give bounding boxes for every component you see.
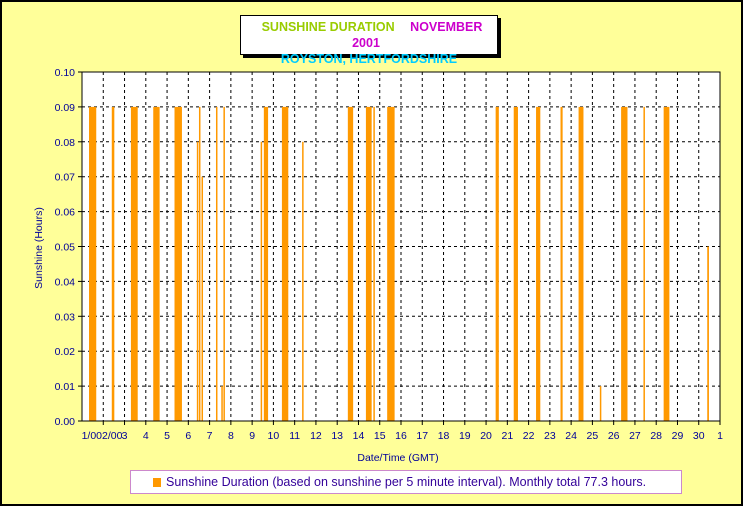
bar bbox=[215, 106, 218, 422]
bar bbox=[281, 106, 289, 422]
x-tick-label: 26 bbox=[608, 430, 620, 442]
chart-title: SUNSHINE DURATION bbox=[261, 20, 395, 34]
x-tick-label: 12 bbox=[310, 430, 322, 442]
x-tick-label: 3 bbox=[122, 430, 128, 442]
bar bbox=[130, 106, 138, 422]
y-tick-label: 0.07 bbox=[55, 172, 76, 184]
y-tick-label: 0.06 bbox=[55, 207, 76, 219]
x-tick-label: 21 bbox=[501, 430, 513, 442]
y-tick-label: 0.00 bbox=[55, 416, 76, 428]
x-tick-label: 23 bbox=[544, 430, 556, 442]
x-tick-label: 1/002/00 bbox=[82, 430, 123, 442]
x-tick-label: 15 bbox=[374, 430, 386, 442]
x-tick-label: 13 bbox=[331, 430, 343, 442]
y-tick-label: 0.03 bbox=[55, 311, 76, 323]
bar bbox=[198, 106, 201, 422]
x-tick-label: 30 bbox=[693, 430, 705, 442]
x-tick-label: 29 bbox=[672, 430, 684, 442]
bar bbox=[347, 106, 354, 422]
bar bbox=[201, 176, 204, 421]
chart-title-month: NOVEMBER 2001 bbox=[352, 20, 483, 50]
bar bbox=[599, 386, 602, 421]
y-tick-label: 0.04 bbox=[55, 276, 76, 288]
bar bbox=[513, 106, 518, 422]
bar bbox=[495, 106, 499, 422]
x-tick-label: 6 bbox=[185, 430, 191, 442]
bar bbox=[223, 106, 225, 422]
bar bbox=[560, 106, 563, 422]
y-tick-label: 0.05 bbox=[55, 242, 76, 254]
x-tick-label: 10 bbox=[268, 430, 280, 442]
bar bbox=[663, 106, 670, 422]
bar bbox=[302, 141, 304, 422]
x-axis-label: Date/Time (GMT) bbox=[357, 452, 438, 464]
x-tick-label: 17 bbox=[416, 430, 428, 442]
bar bbox=[196, 141, 199, 422]
y-axis-label: Sunshine (Hours) bbox=[33, 207, 45, 289]
x-tick-label: 20 bbox=[480, 430, 492, 442]
legend-swatch bbox=[153, 478, 161, 487]
bar bbox=[536, 106, 541, 422]
x-tick-label: 19 bbox=[459, 430, 471, 442]
x-tick-label: 22 bbox=[523, 430, 535, 442]
legend-label: Sunshine Duration (based on sunshine per… bbox=[166, 475, 647, 489]
x-tick-label: 11 bbox=[289, 430, 300, 442]
y-tick-label: 0.02 bbox=[55, 346, 76, 358]
x-tick-label: 1 bbox=[717, 430, 723, 442]
bar bbox=[621, 106, 628, 422]
x-tick-label: 16 bbox=[395, 430, 407, 442]
y-tick-label: 0.10 bbox=[55, 67, 76, 79]
chart-title-box: SUNSHINE DURATION NOVEMBER 2001 ROYSTON,… bbox=[240, 15, 498, 66]
chart-subtitle: ROYSTON, HERTFORDSHIRE bbox=[280, 52, 458, 66]
x-tick-label: 4 bbox=[143, 430, 149, 442]
y-tick-label: 0.08 bbox=[55, 137, 76, 149]
x-tick-label: 14 bbox=[353, 430, 365, 442]
x-tick-label: 5 bbox=[164, 430, 170, 442]
x-tick-label: 27 bbox=[629, 430, 641, 442]
legend: Sunshine Duration (based on sunshine per… bbox=[130, 470, 682, 494]
bar bbox=[707, 246, 709, 421]
x-tick-label: 8 bbox=[228, 430, 234, 442]
x-tick-label: 18 bbox=[438, 430, 450, 442]
bar bbox=[365, 106, 372, 422]
bar bbox=[221, 386, 223, 421]
bar bbox=[373, 106, 375, 422]
bar bbox=[89, 106, 97, 422]
bar bbox=[263, 106, 269, 422]
bar bbox=[387, 106, 395, 422]
bar-series bbox=[89, 106, 709, 422]
y-tick-label: 0.01 bbox=[55, 381, 76, 393]
bar bbox=[174, 106, 182, 422]
grid-lines bbox=[82, 72, 720, 421]
x-tick-label: 7 bbox=[207, 430, 213, 442]
x-tick-label: 24 bbox=[565, 430, 577, 442]
x-tick-label: 9 bbox=[249, 430, 255, 442]
x-tick-label: 25 bbox=[587, 430, 599, 442]
bar bbox=[153, 106, 160, 422]
x-tick-label: 28 bbox=[650, 430, 662, 442]
y-tick-label: 0.09 bbox=[55, 102, 76, 114]
bar bbox=[578, 106, 584, 422]
bar bbox=[111, 106, 115, 422]
bar bbox=[643, 106, 645, 422]
bar bbox=[260, 141, 263, 422]
